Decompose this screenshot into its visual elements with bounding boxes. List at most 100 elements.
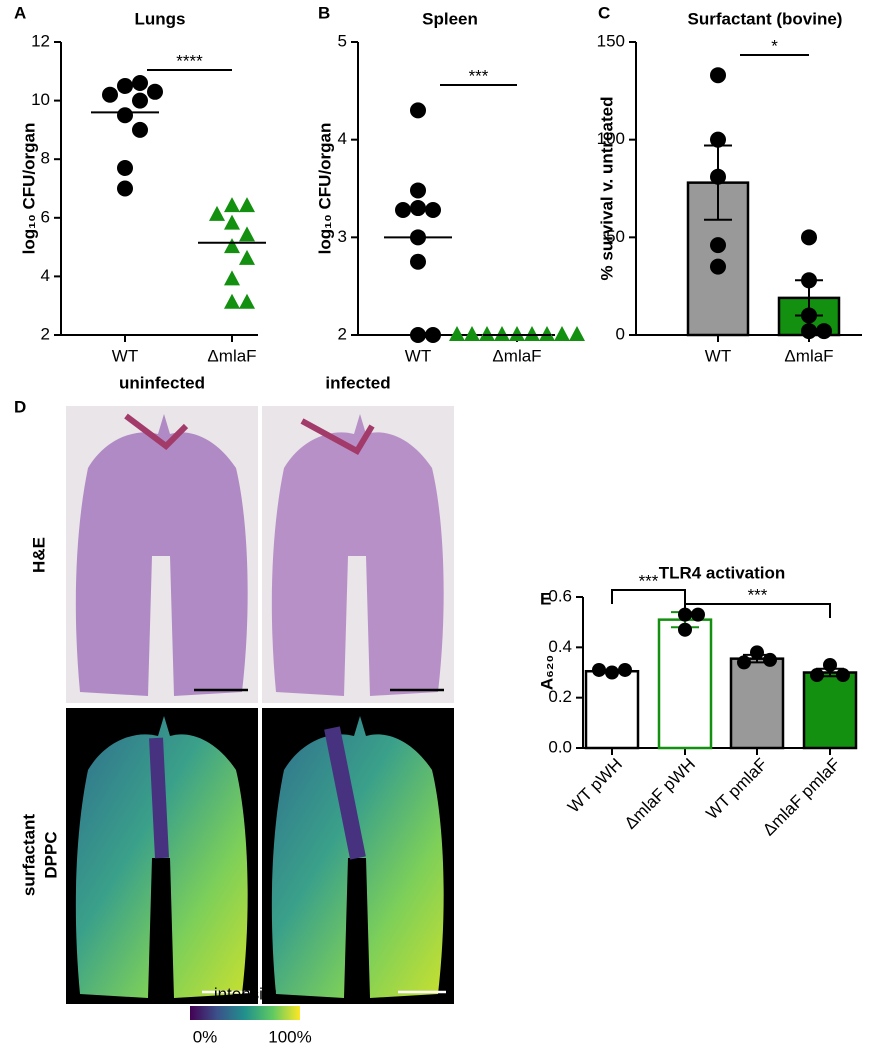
x-tick-label: WT pWH xyxy=(564,755,626,817)
x-tick-label: ΔmlaF xyxy=(492,346,541,365)
data-point xyxy=(239,293,255,309)
he-uninfected xyxy=(66,406,258,703)
y-tick-label: 6 xyxy=(41,207,50,226)
data-point xyxy=(224,197,240,213)
panel-letter: C xyxy=(598,3,610,22)
y-axis-label: % survival v. untreated xyxy=(597,97,616,281)
bar xyxy=(802,671,858,750)
data-point xyxy=(836,668,850,683)
x-tick-label: ΔmlaF xyxy=(784,346,833,365)
data-point xyxy=(395,201,411,218)
x-tick-label: ΔmlaF pmlaF xyxy=(759,755,844,840)
y-axis-label: log₁₀ CFU/organ xyxy=(19,123,38,255)
data-point xyxy=(224,214,240,230)
data-point xyxy=(410,327,426,343)
data-point xyxy=(425,327,441,343)
x-tick-label: WT xyxy=(405,346,431,365)
panel-letter: A xyxy=(14,3,26,22)
colorbar xyxy=(190,1006,300,1020)
y-tick-label: 10 xyxy=(31,90,50,109)
data-point xyxy=(410,253,426,270)
data-point xyxy=(449,326,465,341)
significance-label: *** xyxy=(469,66,489,85)
significance-bracket xyxy=(611,589,686,604)
data-point xyxy=(554,326,570,341)
data-point xyxy=(132,92,148,109)
significance-label: *** xyxy=(639,571,659,590)
chart-title: Lungs xyxy=(135,9,186,28)
panel-d-images xyxy=(66,406,454,1020)
panel-letter: D xyxy=(14,397,26,416)
data-point xyxy=(810,668,824,683)
x-tick-label: WT xyxy=(705,346,731,365)
data-point xyxy=(224,238,240,254)
panel-letter: B xyxy=(318,3,330,22)
dppc-uninfected xyxy=(66,708,258,1004)
data-point xyxy=(494,326,510,341)
data-point xyxy=(224,293,240,309)
data-point xyxy=(132,75,148,92)
y-tick-label: 2 xyxy=(41,324,50,343)
y-tick-label: 0.4 xyxy=(548,637,572,656)
data-point xyxy=(410,200,426,217)
data-point xyxy=(678,622,692,637)
significance-label: * xyxy=(771,36,778,55)
data-point xyxy=(102,86,118,103)
y-tick-label: 2 xyxy=(338,324,347,343)
y-tick-label: 0.0 xyxy=(548,737,572,756)
y-axis-label: log₁₀ CFU/organ xyxy=(315,123,334,255)
data-point xyxy=(801,307,817,324)
row-label: H&E xyxy=(29,537,48,573)
bar xyxy=(729,657,785,750)
data-point xyxy=(479,326,495,341)
y-tick-label: 0.2 xyxy=(548,687,572,706)
y-tick-label: 150 xyxy=(597,31,625,50)
x-tick-label: ΔmlaF pWH xyxy=(621,755,699,833)
data-point xyxy=(710,168,726,185)
data-point xyxy=(737,655,751,670)
y-tick-label: 3 xyxy=(338,227,347,246)
y-tick-label: 4 xyxy=(338,129,347,148)
data-point xyxy=(539,326,555,341)
data-point xyxy=(763,652,777,667)
data-point xyxy=(605,665,619,680)
data-point xyxy=(710,237,726,254)
data-point xyxy=(710,258,726,275)
y-tick-label: 100 xyxy=(597,129,625,148)
data-point xyxy=(239,249,255,265)
data-point xyxy=(524,326,540,341)
data-point xyxy=(117,180,133,197)
column-label: infected xyxy=(325,373,390,392)
he-infected xyxy=(262,406,454,703)
data-point xyxy=(710,131,726,148)
column-label: uninfected xyxy=(119,373,205,392)
data-point xyxy=(801,323,817,340)
bar xyxy=(584,669,640,750)
x-tick-label: ΔmlaF xyxy=(207,346,256,365)
data-point xyxy=(239,226,255,242)
significance-label: **** xyxy=(176,51,203,70)
significance-bracket xyxy=(684,603,831,618)
data-point xyxy=(691,607,705,622)
y-tick-label: 4 xyxy=(41,266,50,285)
data-point xyxy=(750,645,764,660)
data-point xyxy=(147,83,163,100)
colorbar-max: 100% xyxy=(268,1027,311,1046)
data-point xyxy=(592,662,606,677)
data-point xyxy=(509,326,525,341)
chart-title: TLR4 activation xyxy=(659,563,786,582)
y-tick-label: 0 xyxy=(616,324,625,343)
data-point xyxy=(410,102,426,119)
data-point xyxy=(801,229,817,246)
y-tick-label: 0.6 xyxy=(548,586,572,605)
data-point xyxy=(117,107,133,124)
x-tick-label: WT pmlaF xyxy=(702,755,771,824)
data-point xyxy=(801,272,817,289)
data-point xyxy=(224,270,240,286)
data-point xyxy=(239,197,255,213)
data-point xyxy=(117,77,133,94)
data-point xyxy=(132,121,148,138)
y-axis-label: A₆₂₀ xyxy=(537,655,556,690)
